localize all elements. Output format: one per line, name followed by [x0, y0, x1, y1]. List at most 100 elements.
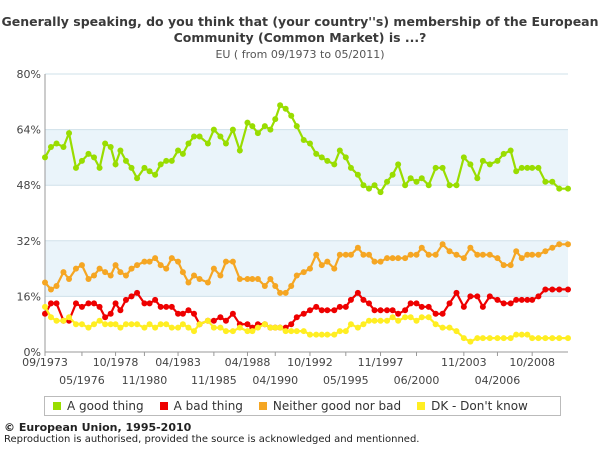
data-point-neither[interactable]	[535, 251, 542, 258]
data-point-neither[interactable]	[288, 282, 295, 289]
data-point-dk[interactable]	[222, 328, 229, 335]
data-point-neither[interactable]	[191, 272, 198, 279]
data-point-neither[interactable]	[306, 265, 313, 272]
data-point-neither[interactable]	[222, 258, 229, 265]
data-point-dk[interactable]	[112, 321, 119, 328]
data-point-good[interactable]	[377, 189, 384, 196]
data-point-dk[interactable]	[107, 321, 114, 328]
data-point-dk[interactable]	[91, 321, 98, 328]
data-point-bad[interactable]	[318, 307, 325, 314]
data-point-neither[interactable]	[217, 272, 224, 279]
data-point-good[interactable]	[300, 137, 307, 144]
data-point-good[interactable]	[354, 171, 361, 178]
data-point-neither[interactable]	[53, 282, 60, 289]
data-point-bad[interactable]	[402, 307, 409, 314]
data-point-neither[interactable]	[342, 251, 349, 258]
data-point-dk[interactable]	[460, 335, 467, 342]
data-point-good[interactable]	[460, 154, 467, 161]
data-point-dk[interactable]	[318, 331, 325, 338]
data-point-neither[interactable]	[96, 265, 103, 272]
data-point-bad[interactable]	[185, 307, 192, 314]
data-point-good[interactable]	[293, 123, 300, 130]
data-point-bad[interactable]	[432, 310, 439, 317]
data-point-good[interactable]	[277, 102, 284, 109]
data-point-bad[interactable]	[313, 303, 320, 310]
data-point-neither[interactable]	[467, 244, 474, 251]
data-point-good[interactable]	[236, 147, 243, 154]
data-point-dk[interactable]	[134, 321, 141, 328]
data-point-good[interactable]	[85, 150, 92, 157]
data-point-dk[interactable]	[141, 324, 148, 331]
data-point-neither[interactable]	[474, 251, 481, 258]
data-point-neither[interactable]	[157, 262, 164, 269]
data-point-good[interactable]	[474, 175, 481, 182]
data-point-bad[interactable]	[518, 296, 525, 303]
data-point-dk[interactable]	[53, 317, 60, 324]
data-point-dk[interactable]	[425, 314, 432, 321]
data-point-dk[interactable]	[78, 321, 85, 328]
data-point-dk[interactable]	[331, 331, 338, 338]
data-point-good[interactable]	[425, 182, 432, 189]
data-point-bad[interactable]	[365, 300, 372, 307]
data-point-bad[interactable]	[500, 300, 507, 307]
data-point-bad[interactable]	[168, 303, 175, 310]
data-point-bad[interactable]	[163, 303, 170, 310]
data-point-neither[interactable]	[107, 272, 114, 279]
data-point-neither[interactable]	[486, 251, 493, 258]
data-point-bad[interactable]	[141, 300, 148, 307]
data-point-neither[interactable]	[163, 265, 170, 272]
data-point-dk[interactable]	[168, 324, 175, 331]
data-point-bad[interactable]	[460, 303, 467, 310]
data-point-bad[interactable]	[535, 293, 542, 300]
data-point-bad[interactable]	[413, 300, 420, 307]
data-point-neither[interactable]	[524, 251, 531, 258]
data-point-dk[interactable]	[60, 317, 67, 324]
data-point-neither[interactable]	[331, 265, 338, 272]
data-point-bad[interactable]	[293, 314, 300, 321]
data-point-bad[interactable]	[85, 300, 92, 307]
data-point-neither[interactable]	[112, 262, 119, 269]
data-point-good[interactable]	[556, 185, 563, 192]
data-point-neither[interactable]	[413, 251, 420, 258]
data-point-dk[interactable]	[549, 335, 556, 342]
data-point-good[interactable]	[365, 185, 372, 192]
data-point-good[interactable]	[407, 175, 414, 182]
data-point-neither[interactable]	[277, 289, 284, 296]
data-point-neither[interactable]	[122, 272, 129, 279]
data-point-neither[interactable]	[389, 255, 396, 262]
data-point-neither[interactable]	[313, 251, 320, 258]
data-point-good[interactable]	[168, 157, 175, 164]
data-point-good[interactable]	[204, 140, 211, 147]
data-point-neither[interactable]	[460, 255, 467, 262]
data-point-good[interactable]	[66, 130, 73, 137]
data-point-bad[interactable]	[112, 300, 119, 307]
data-point-bad[interactable]	[371, 307, 378, 314]
data-point-dk[interactable]	[529, 335, 536, 342]
data-point-dk[interactable]	[102, 321, 109, 328]
data-point-neither[interactable]	[179, 269, 186, 276]
data-point-neither[interactable]	[204, 279, 211, 286]
data-point-good[interactable]	[342, 154, 349, 161]
data-point-bad[interactable]	[331, 307, 338, 314]
data-point-dk[interactable]	[507, 335, 514, 342]
data-point-neither[interactable]	[261, 282, 268, 289]
data-point-dk[interactable]	[157, 321, 164, 328]
data-point-dk[interactable]	[185, 324, 192, 331]
data-point-dk[interactable]	[360, 321, 367, 328]
data-point-dk[interactable]	[500, 335, 507, 342]
data-point-dk[interactable]	[191, 328, 198, 335]
data-point-good[interactable]	[112, 161, 119, 168]
data-point-good[interactable]	[222, 140, 229, 147]
data-point-dk[interactable]	[354, 324, 361, 331]
data-point-dk[interactable]	[267, 324, 274, 331]
data-point-bad[interactable]	[384, 307, 391, 314]
data-point-good[interactable]	[254, 130, 261, 137]
data-point-good[interactable]	[217, 133, 224, 140]
data-point-bad[interactable]	[175, 310, 182, 317]
data-point-bad[interactable]	[91, 300, 98, 307]
data-point-bad[interactable]	[377, 307, 384, 314]
data-point-good[interactable]	[91, 154, 98, 161]
data-point-dk[interactable]	[565, 335, 571, 342]
data-point-good[interactable]	[535, 164, 542, 171]
data-point-dk[interactable]	[249, 328, 256, 335]
